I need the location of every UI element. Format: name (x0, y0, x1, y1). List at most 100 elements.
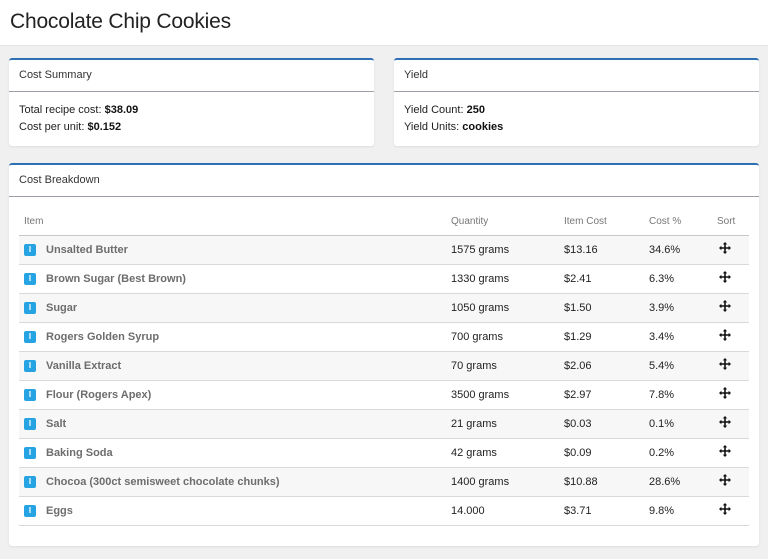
ingredient-badge-icon[interactable]: I (24, 475, 36, 488)
move-arrows-icon[interactable] (719, 445, 731, 457)
item-cost-cell: $2.97 (559, 380, 644, 410)
item-cost-cell: $2.06 (559, 351, 644, 381)
item-name: Salt (46, 417, 67, 430)
move-arrows-icon[interactable] (719, 503, 731, 515)
cost-pct-cell: 7.8% (644, 380, 712, 410)
yield-count-label: Yield Count: (404, 104, 464, 116)
quantity-cell: 1330 grams (446, 264, 559, 294)
sort-cell (712, 467, 749, 497)
quantity-cell: 1050 grams (446, 293, 559, 323)
quantity-cell: 21 grams (446, 409, 559, 439)
item-name: Baking Soda (46, 446, 113, 459)
yield-units-value: cookies (462, 121, 504, 133)
column-header-item-cost: Item Cost (559, 209, 644, 236)
yield-panel: Yield Yield Count: 250 Yield Units: cook… (394, 58, 759, 146)
cost-pct-cell: 6.3% (644, 264, 712, 294)
table-row: I Baking Soda 42 grams $0.09 0.2% (19, 438, 749, 468)
sort-cell (712, 351, 749, 381)
cost-summary-body: Total recipe cost: $38.09 Cost per unit:… (9, 92, 374, 146)
item-name: Sugar (46, 301, 78, 314)
item-name: Rogers Golden Syrup (46, 330, 160, 343)
cost-pct-cell: 9.8% (644, 496, 712, 526)
move-arrows-icon[interactable] (719, 416, 731, 428)
cost-pct-cell: 34.6% (644, 235, 712, 265)
item-cell: I Chocoa (300ct semisweet chocolate chunk… (19, 467, 446, 497)
column-header-quantity: Quantity (446, 209, 559, 236)
cost-pct-cell: 3.9% (644, 293, 712, 323)
table-row: I Eggs 14.000 $3.71 9.8% (19, 496, 749, 526)
item-cell: I Vanilla Extract (19, 351, 446, 381)
ingredient-badge-icon[interactable]: I (24, 504, 36, 517)
quantity-cell: 70 grams (446, 351, 559, 381)
cost-pct-cell: 3.4% (644, 322, 712, 352)
item-cell: I Baking Soda (19, 438, 446, 468)
cost-pct-cell: 5.4% (644, 351, 712, 381)
ingredient-badge-icon[interactable]: I (24, 301, 36, 314)
cost-summary-header: Cost Summary (9, 60, 374, 92)
column-header-cost-pct: Cost % (644, 209, 712, 236)
move-arrows-icon[interactable] (719, 271, 731, 283)
move-arrows-icon[interactable] (719, 358, 731, 370)
cost-breakdown-rows: I Unsalted Butter 1575 grams $13.16 34.6% I Br… (19, 235, 749, 526)
table-header-row: Item Quantity Item Cost Cost % Sort (19, 209, 749, 236)
cost-breakdown-panel: Cost Breakdown Item Quantity Item Cost C… (9, 163, 759, 546)
cost-pct-cell: 0.1% (644, 409, 712, 439)
move-arrows-icon[interactable] (719, 474, 731, 486)
ingredient-badge-icon[interactable]: I (24, 417, 36, 430)
item-cell: I Brown Sugar (Best Brown) (19, 264, 446, 294)
sort-cell (712, 322, 749, 352)
ingredient-badge-icon[interactable]: I (24, 446, 36, 459)
ingredient-badge-icon[interactable]: I (24, 243, 36, 256)
yield-count: Yield Count: 250 (404, 102, 749, 119)
item-cost-cell: $3.71 (559, 496, 644, 526)
item-cell: I Eggs (19, 496, 446, 526)
cost-breakdown-table: Item Quantity Item Cost Cost % Sort I Uns… (19, 209, 749, 526)
item-name: Unsalted Butter (46, 243, 128, 256)
cost-summary-panel: Cost Summary Total recipe cost: $38.09 C… (9, 58, 374, 146)
sort-cell (712, 380, 749, 410)
column-header-sort: Sort (712, 209, 749, 236)
cost-breakdown-header: Cost Breakdown (9, 165, 759, 197)
table-row: I Salt 21 grams $0.03 0.1% (19, 409, 749, 439)
item-cell: I Salt (19, 409, 446, 439)
cost-per-unit-value: $0.152 (87, 121, 122, 133)
quantity-cell: 42 grams (446, 438, 559, 468)
item-cost-cell: $2.41 (559, 264, 644, 294)
ingredient-badge-icon[interactable]: I (24, 272, 36, 285)
table-row: I Rogers Golden Syrup 700 grams $1.29 3.4% (19, 322, 749, 352)
yield-count-value: 250 (466, 104, 485, 116)
cost-per-unit: Cost per unit: $0.152 (19, 119, 364, 136)
item-cell: I Rogers Golden Syrup (19, 322, 446, 352)
table-row: I Brown Sugar (Best Brown) 1330 grams $2.41… (19, 264, 749, 294)
yield-header: Yield (394, 60, 759, 92)
cost-pct-cell: 0.2% (644, 438, 712, 468)
table-row: I Chocoa (300ct semisweet chocolate chunk… (19, 467, 749, 497)
item-cost-cell: $0.03 (559, 409, 644, 439)
sort-cell (712, 496, 749, 526)
quantity-cell: 1400 grams (446, 467, 559, 497)
ingredient-badge-icon[interactable]: I (24, 330, 36, 343)
sort-cell (712, 293, 749, 323)
column-header-item: Item (19, 209, 446, 236)
move-arrows-icon[interactable] (719, 242, 731, 254)
item-name: Chocoa (300ct semisweet chocolate chunks… (46, 475, 280, 488)
table-row: I Flour (Rogers Apex) 3500 grams $2.97 7.8% (19, 380, 749, 410)
yield-units: Yield Units: cookies (404, 119, 749, 136)
quantity-cell: 3500 grams (446, 380, 559, 410)
item-cell: I Sugar (19, 293, 446, 323)
item-cost-cell: $1.29 (559, 322, 644, 352)
item-name: Brown Sugar (Best Brown) (46, 272, 186, 285)
table-row: I Vanilla Extract 70 grams $2.06 5.4% (19, 351, 749, 381)
move-arrows-icon[interactable] (719, 329, 731, 341)
move-arrows-icon[interactable] (719, 387, 731, 399)
item-cost-cell: $1.50 (559, 293, 644, 323)
yield-units-label: Yield Units: (404, 121, 460, 133)
move-arrows-icon[interactable] (719, 300, 731, 312)
sort-cell (712, 264, 749, 294)
ingredient-badge-icon[interactable]: I (24, 388, 36, 401)
ingredient-badge-icon[interactable]: I (24, 359, 36, 372)
table-row: I Unsalted Butter 1575 grams $13.16 34.6% (19, 235, 749, 265)
yield-body: Yield Count: 250 Yield Units: cookies (394, 92, 759, 146)
item-name: Vanilla Extract (46, 359, 122, 372)
item-cost-cell: $0.09 (559, 438, 644, 468)
